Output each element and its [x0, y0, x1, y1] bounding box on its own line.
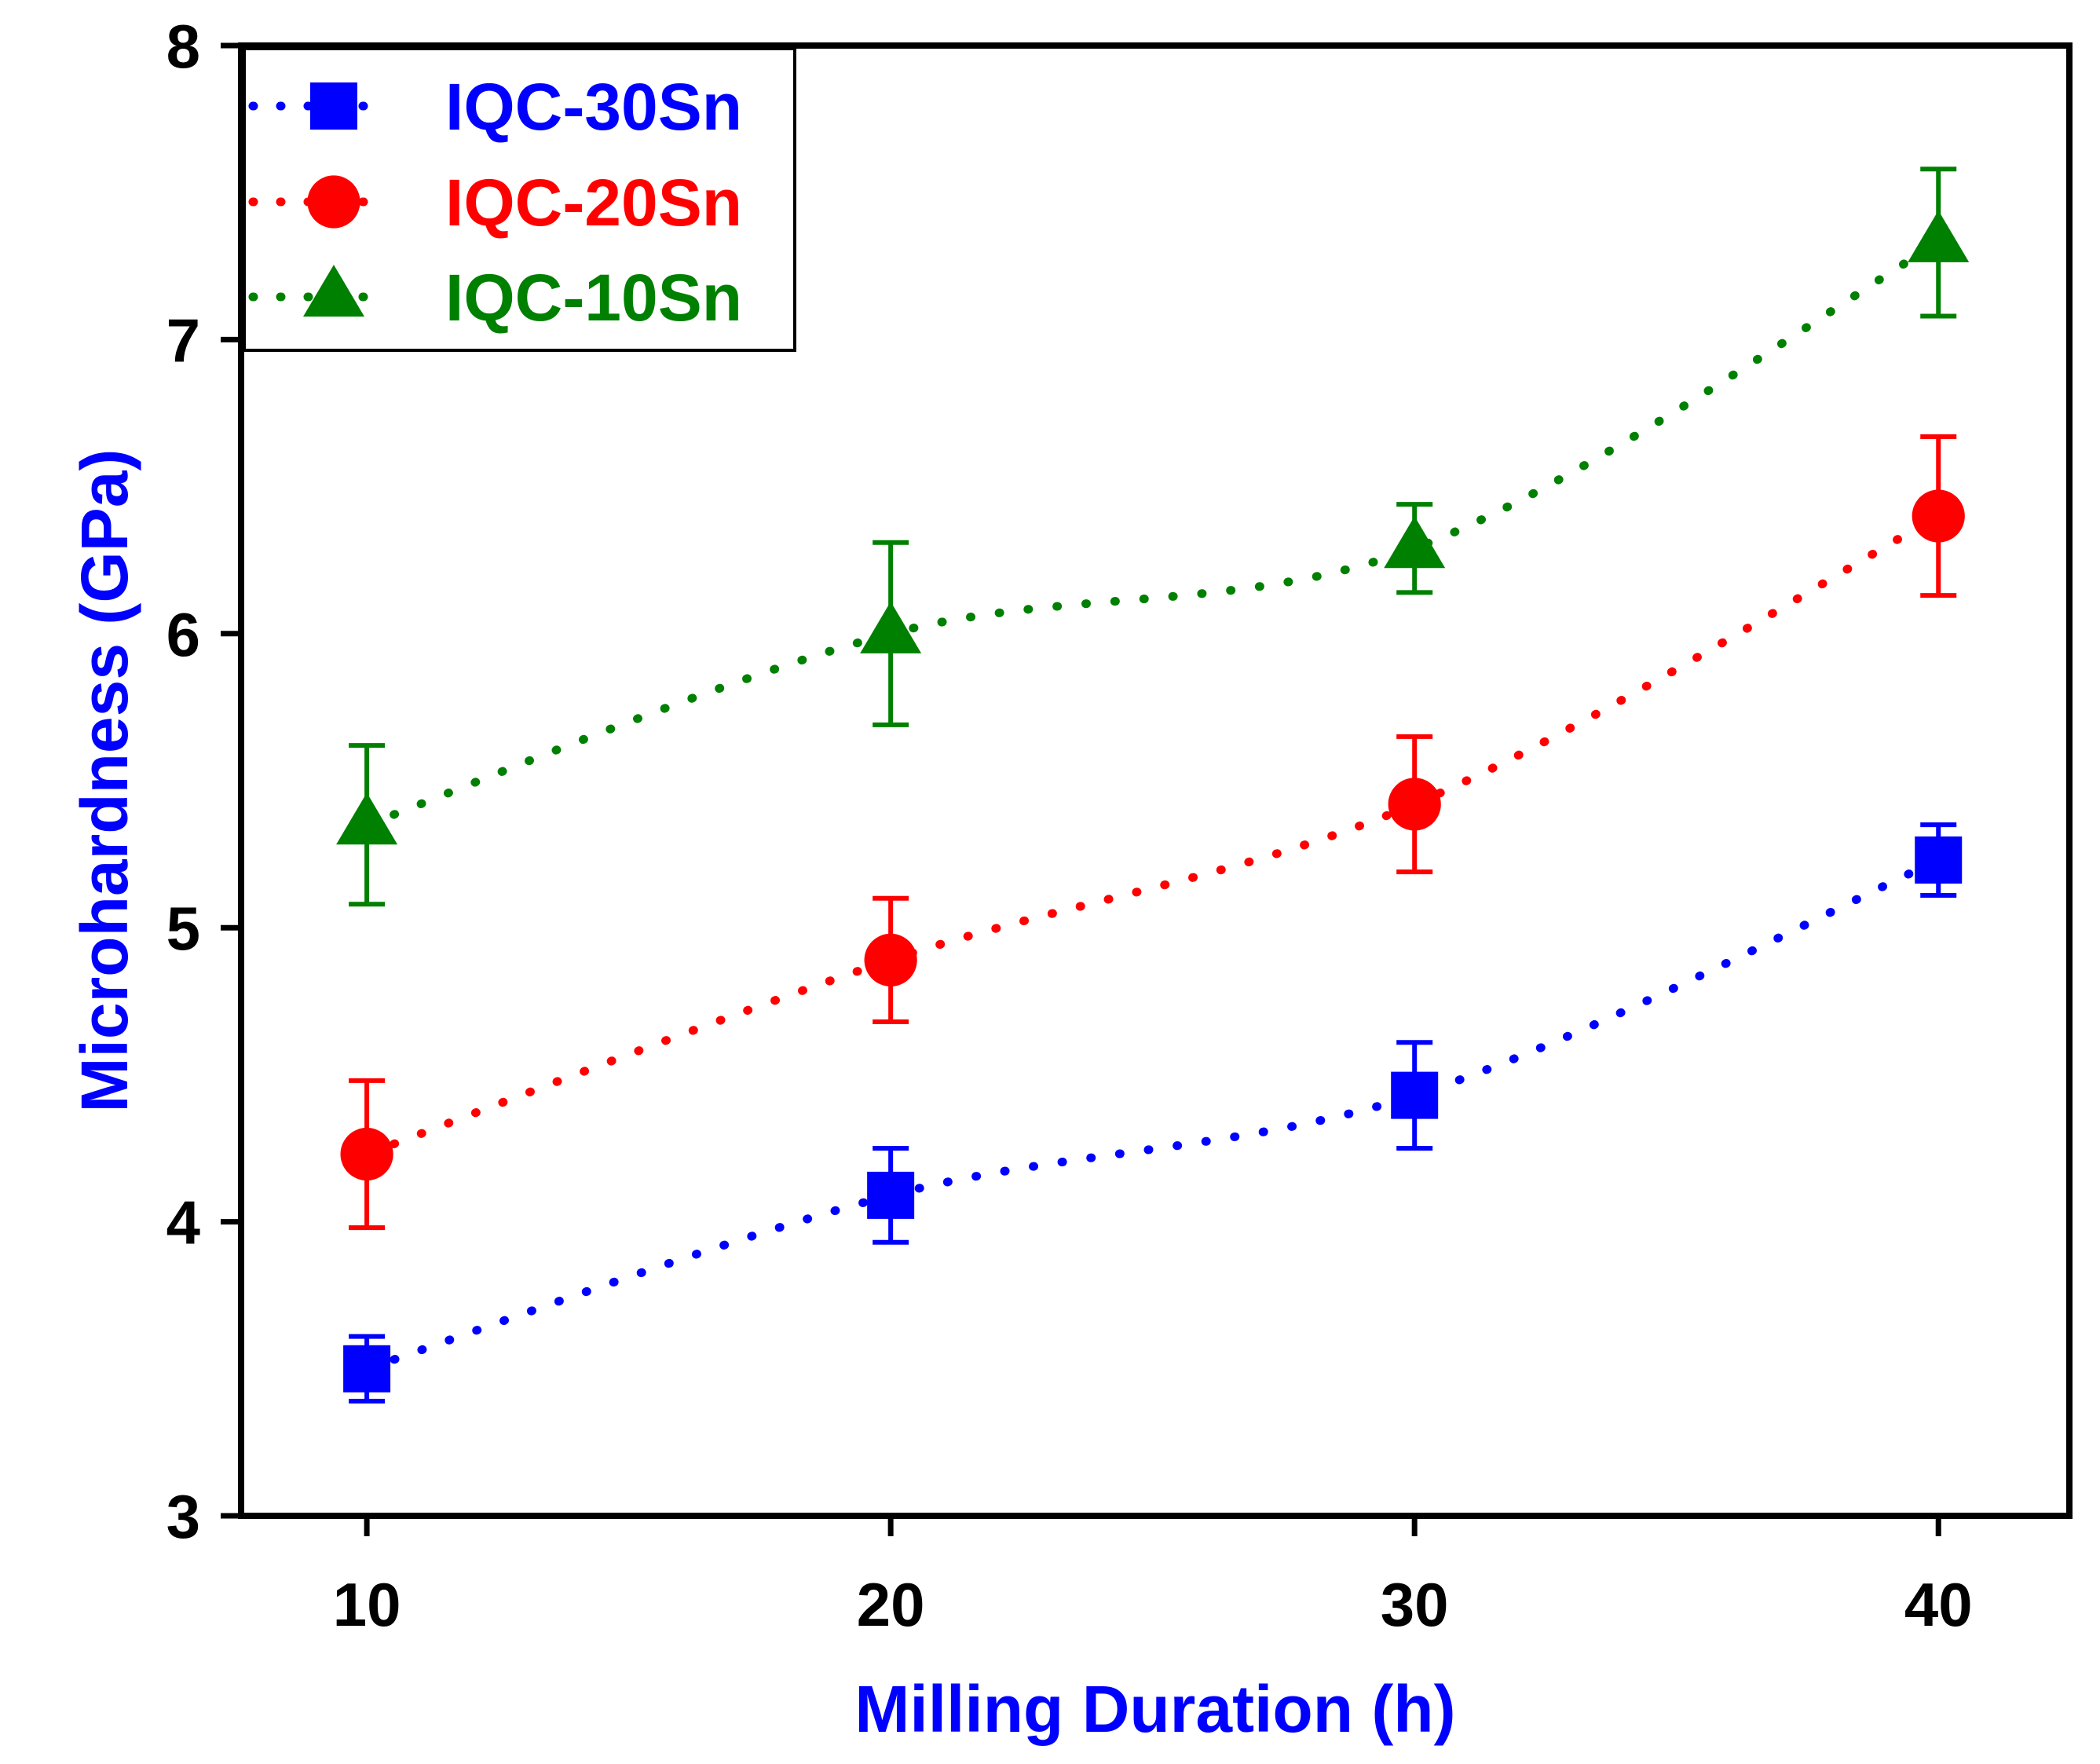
data-point: [340, 1127, 393, 1181]
y-tick-label: 4: [166, 1188, 200, 1257]
legend-label: IQC-20Sn: [445, 166, 742, 240]
legend-marker: [310, 82, 357, 130]
legend: IQC-30Sn IQC-20Sn IQC-10Sn: [243, 47, 796, 352]
plot-frame: [238, 42, 2073, 1519]
data-point: [343, 1345, 391, 1393]
data-point: [867, 1171, 915, 1219]
y-tick-label: 8: [166, 12, 200, 81]
y-tick-label: 5: [166, 894, 200, 963]
plot-area: [336, 167, 1970, 1404]
x-axis-title: Milling Duration (h): [854, 1672, 1455, 1746]
legend-label: IQC-10Sn: [445, 261, 742, 335]
data-point: [1391, 1071, 1439, 1119]
series-line: [362, 855, 1943, 1374]
legend-marker: [303, 265, 364, 317]
series-line: [362, 511, 1943, 1158]
x-tick-label: 20: [857, 1570, 925, 1639]
y-axis-title: Microhardness (GPa): [68, 449, 141, 1113]
legend-label: IQC-30Sn: [445, 70, 742, 144]
data-point: [860, 601, 922, 653]
legend-marker: [307, 175, 360, 229]
y-tick-label: 3: [166, 1482, 200, 1551]
data-point: [1388, 778, 1441, 831]
data-point: [336, 792, 398, 845]
x-tick-label: 30: [1381, 1570, 1449, 1639]
data-point: [1915, 836, 1963, 884]
y-tick-label: 7: [166, 306, 200, 375]
y-tick-label: 6: [166, 600, 200, 669]
data-point: [1384, 516, 1446, 569]
axes: 10 20 30 40 3 4 5 6 7 8: [166, 12, 1973, 1639]
data-point: [1912, 489, 1965, 543]
data-point: [1908, 210, 1970, 262]
data-point: [864, 933, 917, 986]
x-tick-label: 40: [1904, 1570, 1973, 1639]
x-tick-label: 10: [333, 1570, 401, 1639]
